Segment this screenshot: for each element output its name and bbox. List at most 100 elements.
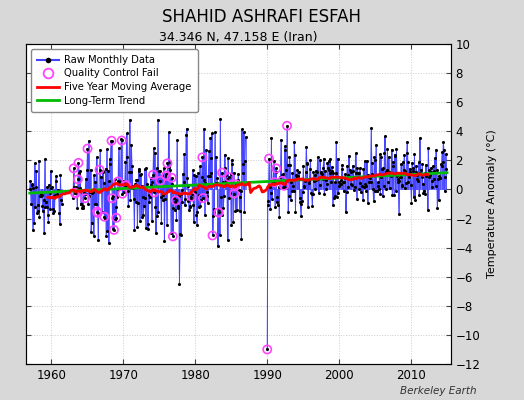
Point (290, 139, 299, 145)
Point (31, 184, 40, 190)
Point (411, 169, 420, 176)
Point (187, 194, 195, 200)
Point (133, 224, 141, 230)
Point (280, 147, 289, 153)
Point (206, 135, 214, 142)
Point (442, 151, 450, 158)
Point (320, 155, 328, 162)
Point (321, 177, 330, 184)
Point (326, 155, 334, 162)
Point (79, 205, 87, 211)
Point (402, 150, 411, 157)
Point (184, 183, 192, 190)
Point (114, 178, 122, 185)
Point (152, 165, 161, 171)
Point (296, 195, 304, 201)
Point (296, 199, 304, 205)
Point (385, 169, 394, 176)
Point (280, 182, 288, 189)
Point (364, 172, 373, 178)
Point (308, 190, 316, 197)
Point (224, 155, 232, 162)
Point (340, 179, 348, 185)
Point (147, 182, 156, 188)
Point (120, 179, 128, 186)
Point (140, 203, 148, 209)
Point (134, 167, 143, 174)
Point (299, 162, 308, 169)
Point (94, 237, 103, 244)
Point (178, 198, 187, 205)
Point (103, 146, 111, 153)
Point (295, 168, 303, 175)
Point (134, 200, 142, 206)
Point (279, 171, 288, 178)
Point (30, 160, 39, 166)
Point (137, 213, 146, 220)
Point (235, 208, 244, 214)
Point (93, 210, 102, 216)
Point (265, 155, 273, 162)
Point (33, 209, 41, 216)
Point (266, 184, 274, 190)
Point (294, 176, 303, 182)
Point (346, 168, 355, 175)
Point (118, 190, 127, 197)
Point (152, 230, 160, 236)
Point (331, 193, 340, 200)
Point (391, 188, 400, 194)
Point (148, 218, 156, 224)
Point (216, 116, 224, 122)
Point (271, 203, 279, 210)
Point (163, 160, 172, 166)
Point (414, 178, 422, 184)
Point (405, 174, 413, 180)
Point (286, 162, 294, 168)
Point (431, 183, 440, 189)
Point (107, 138, 115, 145)
Point (167, 230, 175, 236)
Point (386, 170, 395, 176)
Point (113, 193, 121, 200)
Point (325, 170, 334, 176)
Point (392, 146, 401, 152)
Point (379, 183, 388, 189)
Point (430, 176, 438, 183)
Point (108, 226, 117, 232)
Point (136, 218, 144, 224)
Point (185, 204, 194, 210)
Point (225, 174, 234, 180)
Point (276, 174, 285, 180)
Point (160, 165, 168, 171)
Point (50, 193, 58, 199)
Point (319, 165, 328, 171)
Point (83, 146, 92, 152)
Point (362, 188, 370, 194)
Point (144, 221, 152, 227)
Point (348, 182, 356, 188)
Point (311, 185, 320, 192)
Point (397, 174, 405, 180)
Point (388, 192, 397, 198)
Point (170, 195, 178, 201)
Point (160, 238, 169, 244)
Point (431, 155, 439, 161)
Point (220, 193, 228, 200)
Point (200, 126, 209, 132)
Point (27, 182, 36, 188)
Point (35, 157, 43, 164)
Point (207, 155, 215, 162)
Point (230, 190, 238, 197)
Point (336, 177, 345, 184)
Point (50, 208, 59, 215)
Point (422, 162, 430, 168)
Point (172, 216, 181, 223)
Point (119, 177, 127, 184)
Point (178, 187, 186, 193)
Point (423, 206, 432, 213)
Point (205, 148, 213, 154)
Point (435, 172, 443, 179)
Point (416, 169, 424, 176)
Point (136, 172, 145, 178)
Point (181, 202, 189, 208)
